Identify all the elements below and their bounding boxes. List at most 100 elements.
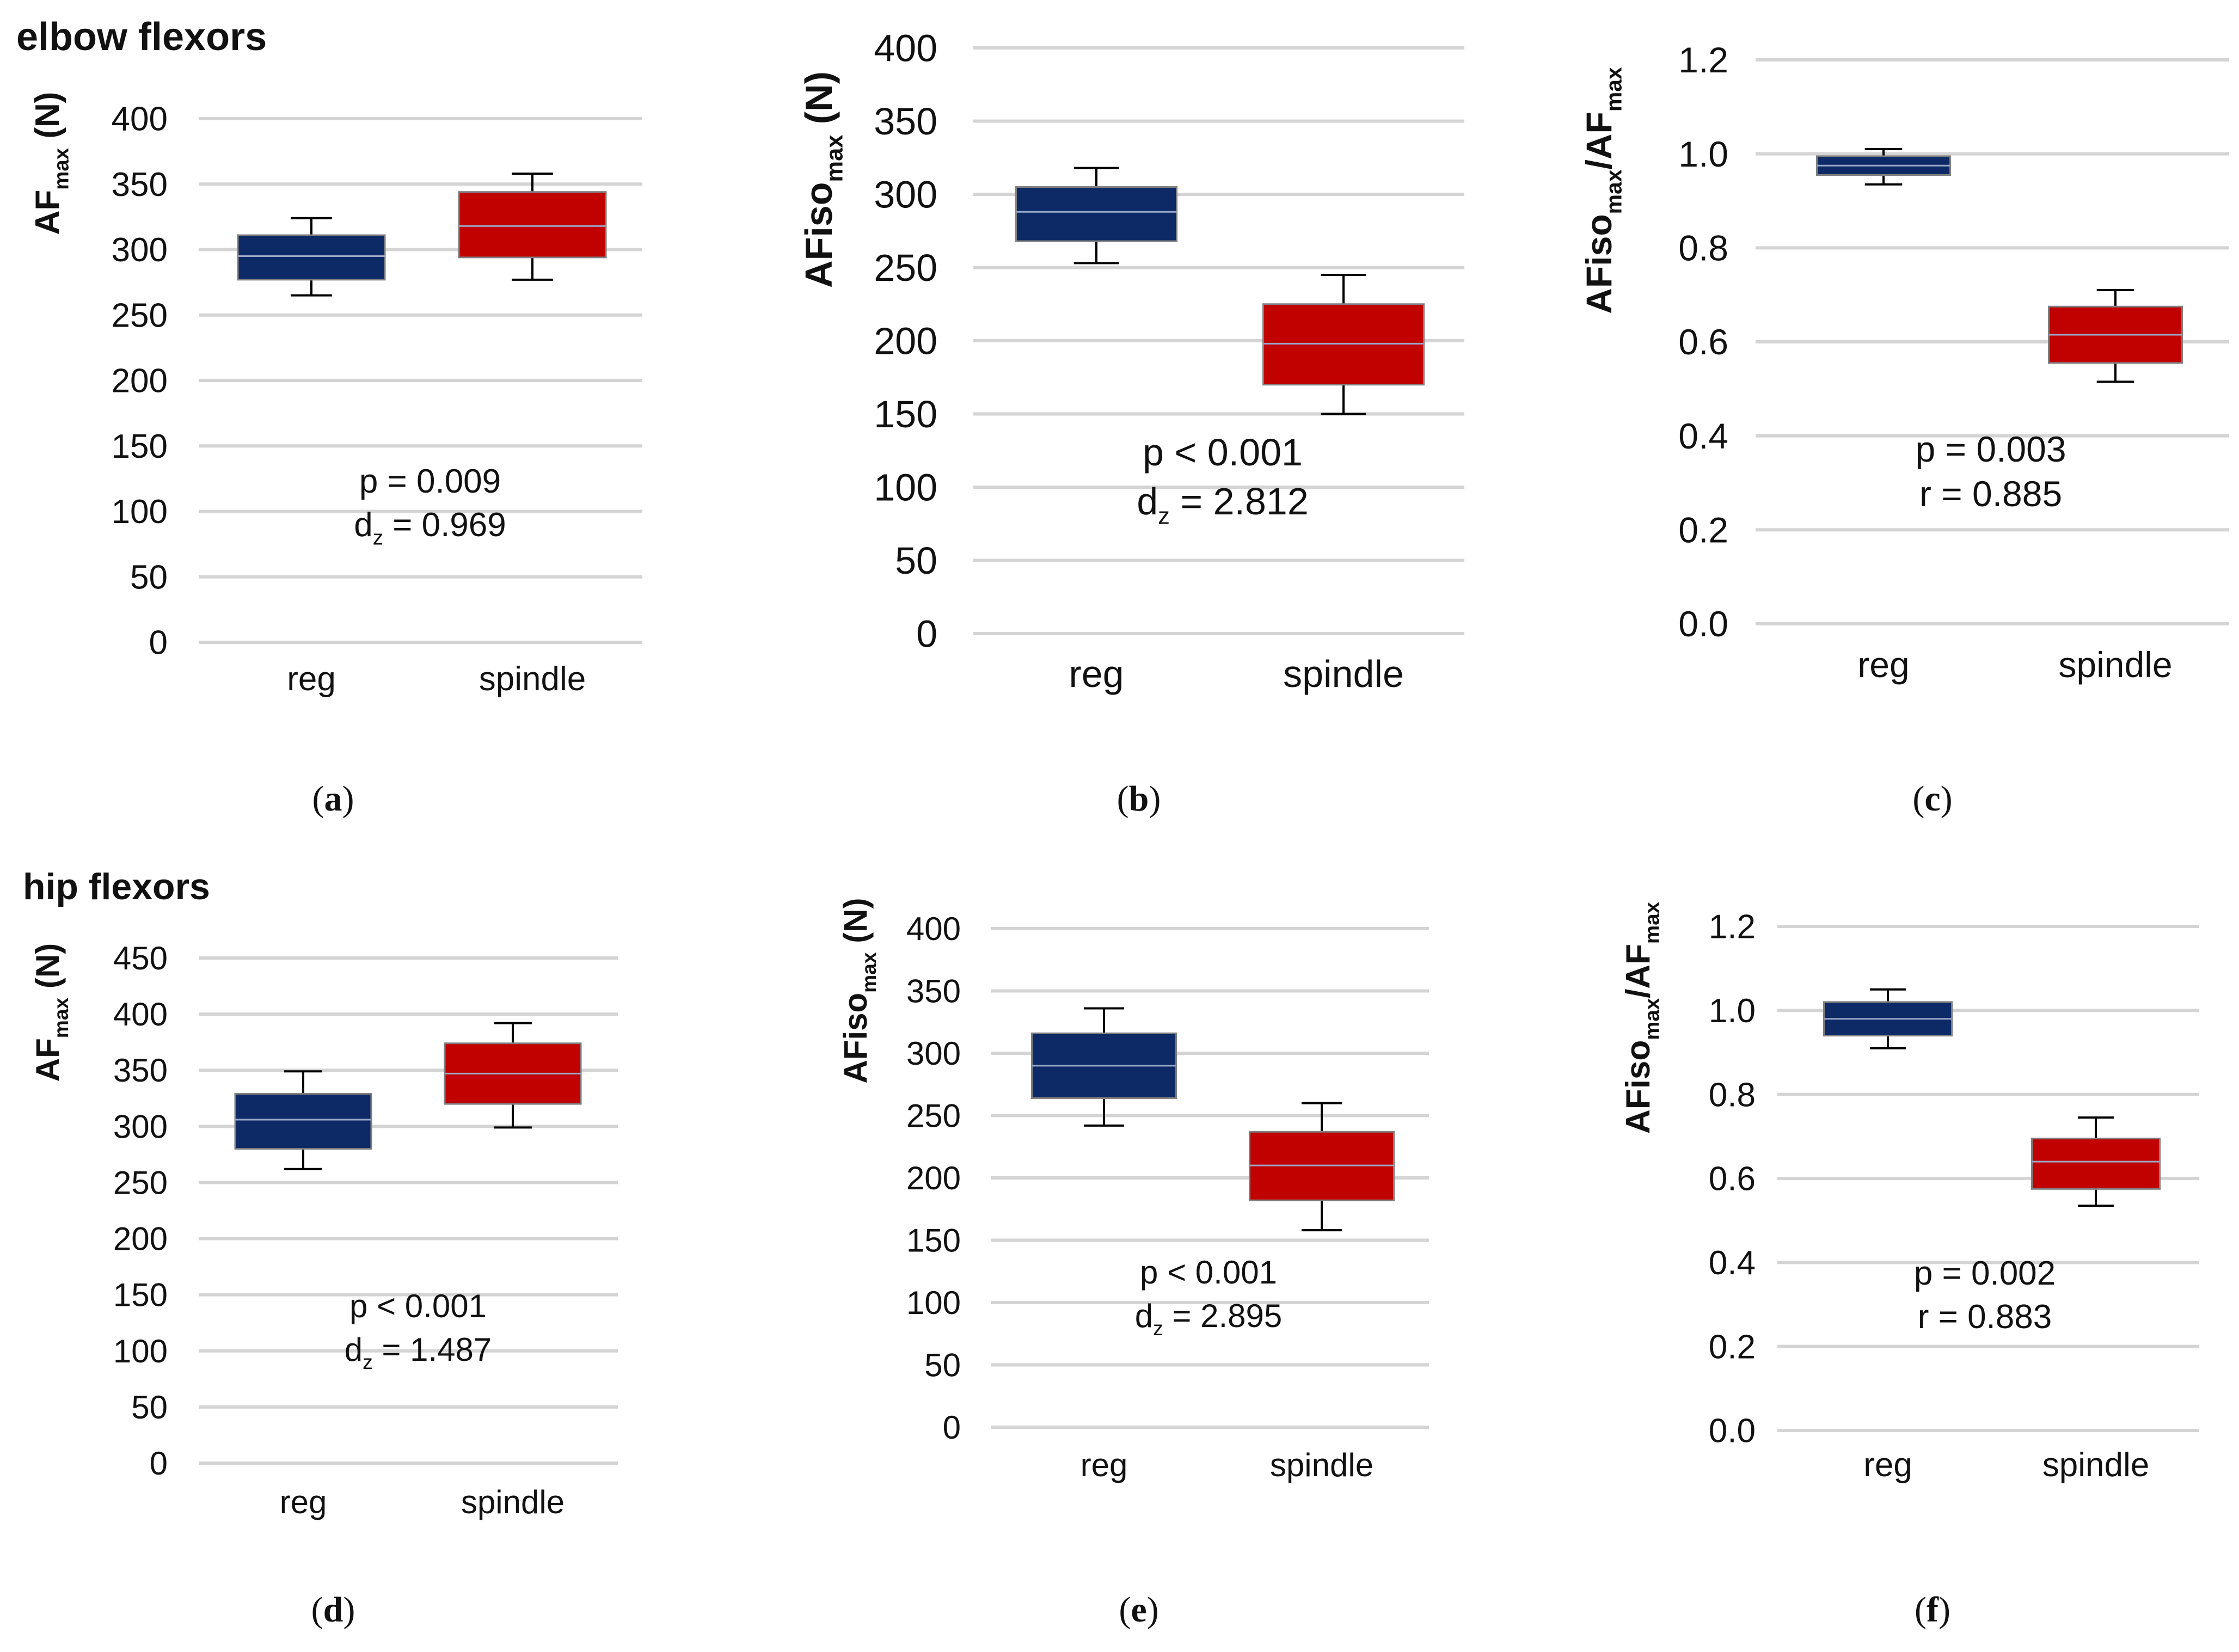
y-tick-label: 400 <box>113 996 168 1033</box>
x-category-label: spindle <box>2058 644 2172 685</box>
y-tick-label: 300 <box>874 174 937 216</box>
y-tick-label: 300 <box>112 231 168 269</box>
y-tick-label: 100 <box>906 1285 961 1321</box>
stat-annotation: r = 0.883 <box>1918 1298 2052 1336</box>
y-tick-label: 400 <box>112 101 168 138</box>
stat-annotation: p = 0.002 <box>1914 1255 2056 1292</box>
chart-panel-e: 0 50 100 150 200 250 300 350 400 AFisomax (N) reg s… <box>837 898 1429 1483</box>
x-category-label: reg <box>1069 653 1124 695</box>
y-tick-label: 0.4 <box>1678 416 1728 456</box>
y-axis-label: AFmax (N) <box>29 943 72 1082</box>
y-tick-label: 200 <box>906 1160 961 1196</box>
box-spindle <box>2031 1138 2161 1190</box>
y-tick-label: 450 <box>113 940 168 977</box>
chart-panel-a: 0 50 100 150 200 250 300 350 400 AFmax (N) reg spin… <box>29 92 642 698</box>
stat-annotation: r = 0.885 <box>1919 474 2062 514</box>
stat-annotation: dz = 1.487 <box>345 1331 492 1373</box>
panel-caption-c: (c) <box>1912 779 1953 819</box>
y-tick-label: 350 <box>113 1052 168 1089</box>
y-axis-label: AFisomax/AFmax <box>1620 901 1664 1134</box>
y-tick-label: 200 <box>113 1221 168 1257</box>
y-tick-label: 150 <box>112 428 168 465</box>
y-tick-label: 0.2 <box>1678 509 1728 550</box>
stat-annotation: p = 0.009 <box>359 463 501 500</box>
box-reg <box>234 1093 372 1150</box>
x-category-label: spindle <box>479 660 586 698</box>
y-tick-label: 0.8 <box>1709 1076 1756 1114</box>
chart-panel-d: 0 50 100 150 200 250 300 350 400 450 AFmax (N) reg s… <box>29 940 618 1520</box>
y-tick-label: 0 <box>943 1409 961 1446</box>
y-tick-label: 0.0 <box>1678 604 1728 644</box>
y-tick-label: 200 <box>112 363 168 400</box>
y-tick-label: 0.0 <box>1709 1413 1756 1450</box>
stat-annotation: p < 0.001 <box>1140 1254 1277 1291</box>
stat-annotation: dz = 0.969 <box>354 506 506 550</box>
panel-caption-f: (f) <box>1915 1590 1950 1630</box>
y-tick-label: 50 <box>130 558 168 596</box>
y-axis-label: AFisomax (N) <box>798 71 848 288</box>
box-reg <box>237 234 386 281</box>
y-tick-label: 150 <box>874 393 937 435</box>
y-tick-label: 0.6 <box>1678 322 1728 362</box>
y-axis-label: AFisomax (N) <box>837 898 880 1083</box>
x-category-label: reg <box>1081 1447 1128 1483</box>
y-tick-label: 1.0 <box>1709 992 1756 1030</box>
y-tick-label: 0 <box>150 1445 168 1482</box>
box-spindle <box>458 191 607 259</box>
y-tick-label: 100 <box>112 493 168 531</box>
stat-annotation: p = 0.003 <box>1915 429 2066 469</box>
panel-caption-e: (e) <box>1119 1590 1159 1630</box>
x-category-label: reg <box>1863 1446 1912 1484</box>
x-category-label: reg <box>1857 644 1909 685</box>
y-tick-label: 0.8 <box>1678 228 1728 268</box>
y-tick-label: 0 <box>916 613 937 655</box>
y-tick-label: 100 <box>113 1333 168 1369</box>
y-tick-label: 1.0 <box>1678 134 1728 174</box>
y-tick-label: 350 <box>112 166 168 204</box>
x-category-label: spindle <box>461 1484 565 1520</box>
y-tick-label: 50 <box>131 1389 168 1426</box>
y-tick-label: 200 <box>874 320 937 363</box>
y-tick-label: 0.6 <box>1709 1160 1756 1198</box>
y-tick-label: 250 <box>874 247 937 289</box>
y-tick-label: 400 <box>874 27 937 70</box>
panel-caption-a: (a) <box>312 779 354 819</box>
stat-annotation: p < 0.001 <box>1143 431 1303 474</box>
y-tick-label: 50 <box>895 539 937 582</box>
stat-annotation: dz = 2.812 <box>1137 480 1309 530</box>
y-tick-label: 300 <box>906 1035 961 1072</box>
y-axis-label: AFisomax/AFmax <box>1579 67 1626 314</box>
y-tick-label: 350 <box>874 100 937 143</box>
chart-panel-f: 0.0 0.2 0.4 0.6 0.8 1.0 1.2 AFisomax/AFmax reg sp… <box>1620 901 2199 1484</box>
stat-annotation: p < 0.001 <box>349 1288 487 1324</box>
y-tick-label: 150 <box>906 1223 961 1259</box>
box-reg <box>1015 186 1177 242</box>
y-tick-label: 0 <box>149 624 168 662</box>
y-tick-label: 400 <box>906 911 961 947</box>
y-tick-label: 250 <box>906 1098 961 1134</box>
y-tick-label: 0.2 <box>1709 1328 1756 1366</box>
y-axis-label: AFmax (N) <box>29 92 73 235</box>
y-tick-label: 1.2 <box>1678 40 1728 80</box>
row-title-elbow-flexors: elbow flexors <box>16 15 267 59</box>
chart-panel-c: 0.0 0.2 0.4 0.6 0.8 1.0 1.2 AFisomax/AFmax reg sp… <box>1579 40 2229 685</box>
y-tick-label: 350 <box>906 973 961 1010</box>
x-category-label: spindle <box>2042 1446 2149 1484</box>
stat-annotation: dz = 2.895 <box>1135 1298 1283 1340</box>
y-tick-label: 100 <box>874 466 937 509</box>
x-category-label: reg <box>280 1484 327 1520</box>
y-tick-label: 50 <box>924 1347 961 1384</box>
y-tick-label: 250 <box>113 1164 168 1201</box>
row-title-hip-flexors: hip flexors <box>23 866 210 907</box>
x-category-label: spindle <box>1283 653 1404 695</box>
y-tick-label: 0.4 <box>1709 1244 1756 1282</box>
panel-caption-d: (d) <box>311 1590 355 1630</box>
chart-panel-b: 0 50 100 150 200 250 300 350 400 AFisomax (N) reg s… <box>798 27 1464 695</box>
y-tick-label: 300 <box>113 1108 168 1145</box>
x-category-label: reg <box>287 660 336 698</box>
panel-caption-b: (b) <box>1117 779 1161 819</box>
y-tick-label: 150 <box>113 1277 168 1313</box>
y-tick-label: 1.2 <box>1709 908 1756 946</box>
